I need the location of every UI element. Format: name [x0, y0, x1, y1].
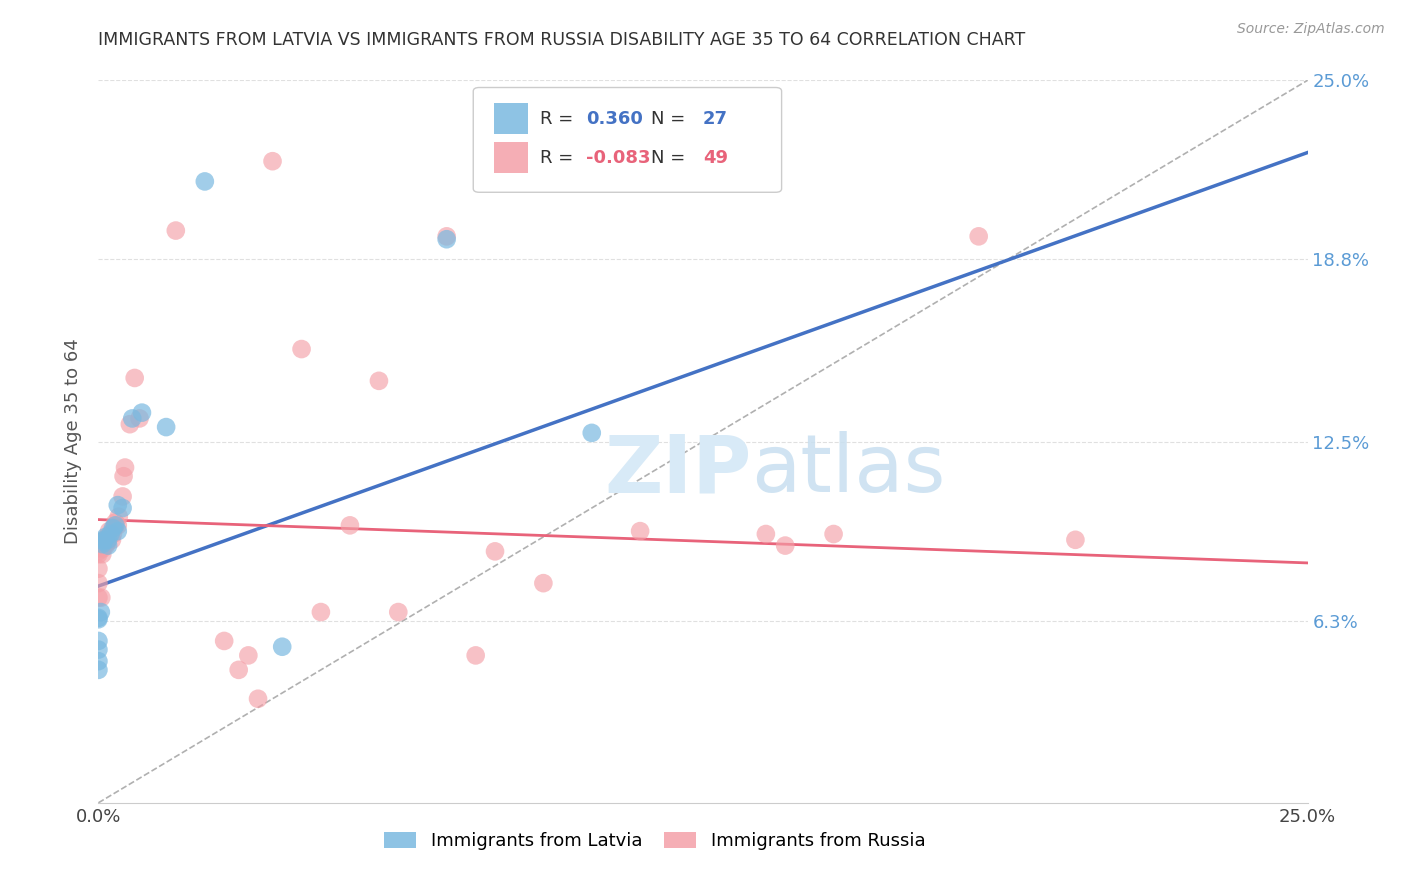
Point [87, 541, 110, 556]
Point [339, 518, 361, 533]
Point [97, 530, 120, 544]
Point [101, 533, 124, 547]
Point [194, 174, 217, 188]
Point [91, 547, 114, 561]
Point [96, 535, 118, 549]
Point [91, 539, 114, 553]
FancyBboxPatch shape [494, 143, 527, 173]
Point [1064, 533, 1087, 547]
Point [165, 223, 187, 237]
Y-axis label: Disability Age 35 to 64: Disability Age 35 to 64 [65, 339, 83, 544]
Point [93, 533, 115, 547]
Point [107, 509, 129, 524]
FancyBboxPatch shape [474, 87, 782, 193]
Point [131, 406, 153, 420]
Point [87, 634, 110, 648]
Text: 0.360: 0.360 [586, 110, 643, 128]
Text: atlas: atlas [751, 432, 946, 509]
Point [823, 527, 845, 541]
Point [967, 229, 990, 244]
Text: 49: 49 [703, 149, 728, 167]
Point [87, 642, 110, 657]
Point [111, 501, 134, 516]
Point [238, 648, 260, 663]
Point [368, 374, 391, 388]
Point [104, 518, 127, 533]
Point [114, 460, 136, 475]
Point [90, 605, 112, 619]
Point [98, 524, 121, 538]
Point [94, 530, 117, 544]
Point [387, 605, 409, 619]
Point [90, 591, 112, 605]
Point [436, 232, 458, 246]
Point [87, 663, 110, 677]
Point [212, 634, 235, 648]
Text: R =: R = [540, 110, 579, 128]
Point [121, 411, 143, 425]
Point [107, 518, 129, 533]
Point [107, 524, 129, 538]
Text: -0.083: -0.083 [586, 149, 650, 167]
Point [87, 547, 110, 561]
Point [531, 576, 554, 591]
Point [773, 539, 796, 553]
Point [91, 534, 114, 549]
Point [124, 371, 146, 385]
Point [101, 521, 124, 535]
Point [87, 612, 110, 626]
Point [112, 469, 135, 483]
Point [464, 648, 486, 663]
Text: R =: R = [540, 149, 579, 167]
Point [247, 691, 270, 706]
Point [87, 562, 110, 576]
Point [111, 490, 134, 504]
Point [94, 539, 117, 553]
Point [262, 154, 284, 169]
Point [103, 521, 125, 535]
Point [87, 576, 110, 591]
Point [128, 411, 150, 425]
Text: 27: 27 [703, 110, 728, 128]
Point [309, 605, 332, 619]
Point [208, 59, 231, 73]
Point [628, 524, 651, 538]
Point [581, 425, 603, 440]
Point [104, 516, 127, 530]
Point [87, 654, 110, 668]
Point [107, 498, 129, 512]
Point [93, 533, 115, 547]
Text: N =: N = [651, 110, 690, 128]
Point [97, 533, 120, 547]
Point [87, 591, 110, 605]
Point [755, 527, 778, 541]
Point [87, 544, 110, 558]
Text: ZIP: ZIP [605, 432, 751, 509]
Point [484, 544, 506, 558]
Point [228, 663, 250, 677]
Point [91, 541, 114, 556]
Text: IMMIGRANTS FROM LATVIA VS IMMIGRANTS FROM RUSSIA DISABILITY AGE 35 TO 64 CORRELA: IMMIGRANTS FROM LATVIA VS IMMIGRANTS FRO… [98, 31, 1025, 49]
Legend: Immigrants from Latvia, Immigrants from Russia: Immigrants from Latvia, Immigrants from … [375, 822, 935, 859]
Point [91, 537, 114, 551]
Point [100, 527, 122, 541]
Point [118, 417, 141, 432]
FancyBboxPatch shape [494, 103, 527, 134]
Point [155, 420, 177, 434]
Point [89, 535, 111, 549]
Point [271, 640, 294, 654]
Text: Source: ZipAtlas.com: Source: ZipAtlas.com [1237, 22, 1385, 37]
Point [101, 527, 124, 541]
Point [97, 539, 120, 553]
Text: N =: N = [651, 149, 690, 167]
Point [290, 342, 312, 356]
Point [436, 229, 458, 244]
Point [87, 611, 110, 625]
